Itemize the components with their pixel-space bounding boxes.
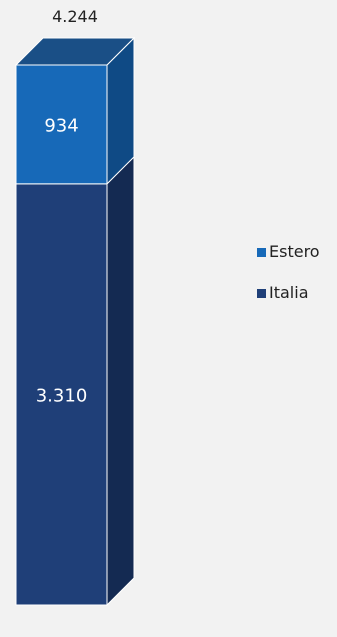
bar-top-face xyxy=(14,37,136,66)
total-label: 4.244 xyxy=(52,7,98,26)
bar-segment-italia-front xyxy=(15,183,108,606)
legend-swatch-italia xyxy=(257,289,266,298)
legend-item-estero: Estero xyxy=(257,242,320,261)
data-labels: 3.310 934 4.244 xyxy=(36,7,98,406)
bar-segment-italia-side xyxy=(106,155,135,607)
legend-swatch-estero xyxy=(257,248,266,257)
legend: Estero Italia xyxy=(257,242,320,302)
data-label-italia: 3.310 xyxy=(36,385,88,406)
legend-item-italia: Italia xyxy=(257,283,309,302)
legend-label-estero: Estero xyxy=(269,242,320,261)
data-label-estero: 934 xyxy=(44,115,78,136)
legend-label-italia: Italia xyxy=(269,283,309,302)
bar-segment-estero-front xyxy=(15,64,108,185)
bar-stack xyxy=(14,36,136,607)
